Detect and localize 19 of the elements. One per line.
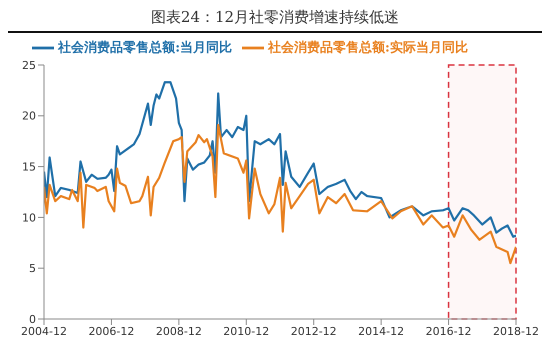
legend-label: 社会消费品零售总额:实际当月同比 (268, 40, 468, 56)
x-tick-label: 2006-12 (88, 324, 134, 338)
x-tick-label: 2012-12 (290, 324, 337, 338)
x-tick-label: 2016-12 (426, 324, 472, 338)
x-tick-label: 2010-12 (223, 324, 270, 338)
line-series (44, 81, 516, 238)
y-tick-label: 10 (22, 211, 36, 224)
x-tick-label: 2018-12 (493, 324, 539, 338)
legend-label: 社会消费品零售总额:当月同比 (58, 40, 232, 56)
y-tick-label: 5 (29, 262, 36, 276)
line-series (44, 124, 516, 264)
x-tick-label: 2014-12 (358, 324, 404, 338)
chart-title: 图表24：12月社零消费增速持续低迷 (8, 8, 542, 33)
y-tick-label: 25 (22, 58, 36, 72)
x-tick-label: 2008-12 (156, 324, 202, 338)
y-tick-label: 20 (22, 110, 36, 123)
x-tick-label: 2004-12 (21, 324, 67, 338)
y-tick-label: 15 (22, 160, 36, 174)
y-tick-label: 0 (29, 312, 36, 326)
